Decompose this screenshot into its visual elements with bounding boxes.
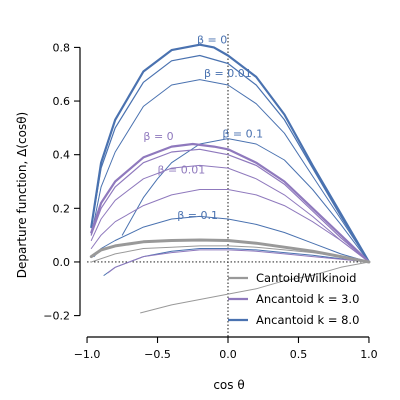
- series-line-ancantoid_8: [90, 43, 371, 264]
- series-line-ancantoid_3: [90, 142, 371, 264]
- beta-annotation: β = 0: [143, 130, 173, 143]
- series-line-ancantoid_3: [107, 249, 370, 274]
- series-line-ancantoid_8: [121, 138, 370, 263]
- x-axis-label: cos θ: [213, 378, 244, 392]
- series-line-ancantoid_8: [90, 54, 370, 263]
- y-tick-label: 0.0: [53, 256, 71, 269]
- x-tick-label: −1.0: [74, 348, 101, 361]
- series-line-ancantoid_3: [90, 164, 370, 263]
- ticks: −0.2 0.0 0.2 0.4 0.6 0.8 −1.0 −0.5 0.0 0.5 1.0: [43, 41, 377, 361]
- y-tick-label: 0.6: [53, 95, 71, 108]
- x-tick-label: 1.0: [360, 348, 378, 361]
- y-tick-label: 0.8: [53, 41, 71, 54]
- series-line-ancantoid_8: [90, 79, 370, 263]
- legend-label-ancantoid-3: Ancantoid k = 3.0: [256, 292, 359, 306]
- x-tick-label: 0.5: [290, 348, 308, 361]
- series-line-cantoid: [89, 238, 371, 264]
- y-axis-label: Departure function, Δ(cosθ): [15, 112, 29, 278]
- beta-annotation: β = 0.01: [158, 163, 206, 176]
- series-line-ancantoid_3: [90, 189, 370, 263]
- beta-annotation: β = 0.1: [222, 127, 263, 140]
- beta-annotation: β = 0.1: [177, 209, 218, 222]
- series-line-ancantoid_3: [90, 148, 370, 263]
- beta-annotation: β = 0: [197, 33, 227, 46]
- x-tick-label: 0.0: [219, 348, 237, 361]
- annotations: β = 0 β = 0.01 β = 0.1 β = 0 β = 0.01 β = 0.1: [143, 33, 263, 222]
- series-line-cantoid: [140, 261, 370, 314]
- legend: Cantoid/Wilkinoid Ancantoid k = 3.0 Anca…: [228, 271, 359, 327]
- legend-label-ancantoid-8: Ancantoid k = 8.0: [256, 313, 359, 327]
- legend-label-cantoid: Cantoid/Wilkinoid: [256, 271, 356, 285]
- x-tick-label: −0.5: [144, 348, 171, 361]
- y-tick-label: 0.2: [53, 202, 71, 215]
- series-layer: [89, 43, 371, 314]
- series-line-ancantoid_8: [93, 215, 370, 263]
- y-tick-label: −0.2: [43, 310, 70, 323]
- beta-annotation: β = 0.01: [204, 67, 252, 80]
- y-tick-label: 0.4: [53, 149, 71, 162]
